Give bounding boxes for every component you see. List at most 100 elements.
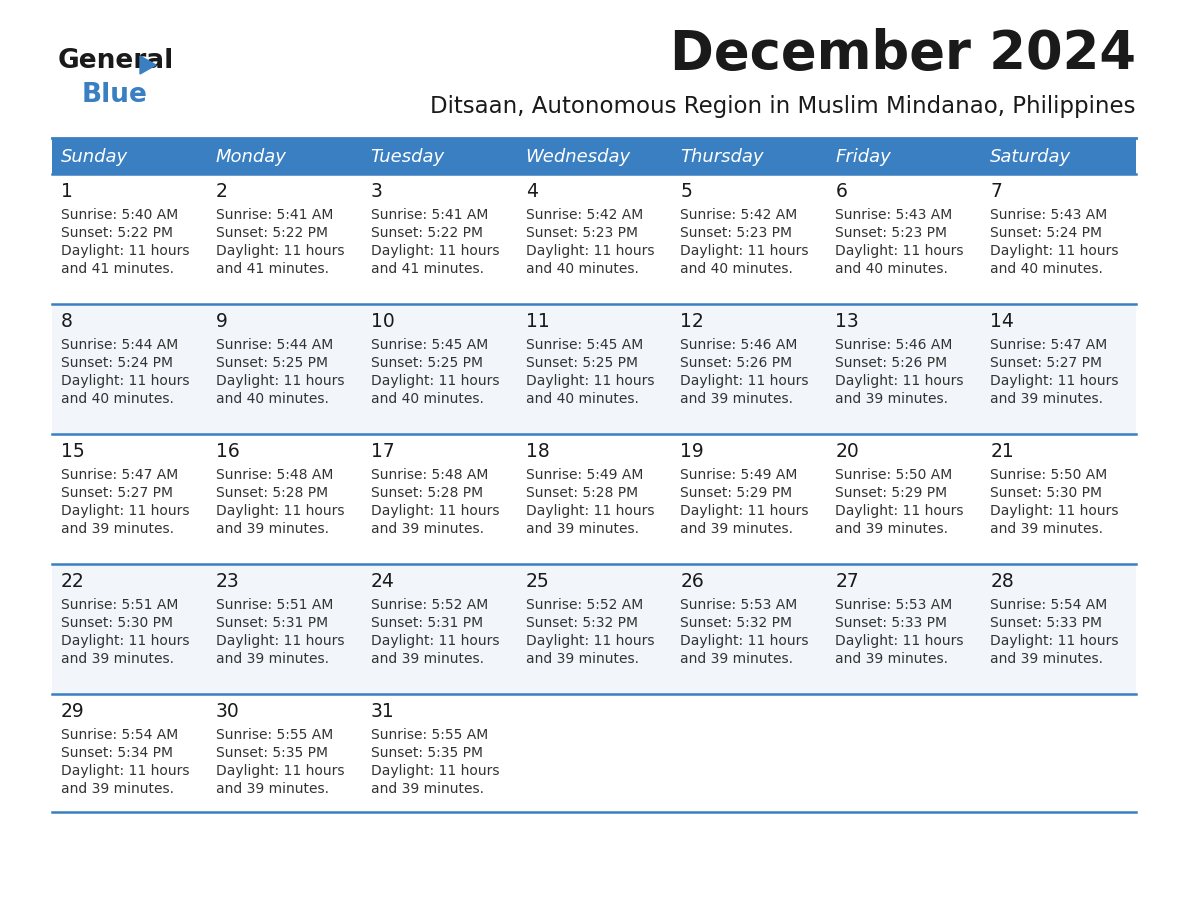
Text: Daylight: 11 hours: Daylight: 11 hours <box>216 764 345 778</box>
Text: Sunset: 5:30 PM: Sunset: 5:30 PM <box>61 616 173 630</box>
Text: 9: 9 <box>216 312 228 331</box>
Text: Daylight: 11 hours: Daylight: 11 hours <box>61 764 190 778</box>
Text: 8: 8 <box>61 312 72 331</box>
Text: Sunrise: 5:41 AM: Sunrise: 5:41 AM <box>371 208 488 222</box>
Bar <box>52 694 1136 812</box>
Text: and 40 minutes.: and 40 minutes. <box>525 392 638 406</box>
Text: and 39 minutes.: and 39 minutes. <box>371 652 484 666</box>
Text: and 39 minutes.: and 39 minutes. <box>681 522 794 536</box>
Text: Daylight: 11 hours: Daylight: 11 hours <box>525 374 655 388</box>
Text: Sunset: 5:28 PM: Sunset: 5:28 PM <box>371 486 482 500</box>
Text: and 39 minutes.: and 39 minutes. <box>525 652 639 666</box>
Text: Sunset: 5:25 PM: Sunset: 5:25 PM <box>371 356 482 370</box>
Text: 3: 3 <box>371 182 383 201</box>
Text: Sunrise: 5:42 AM: Sunrise: 5:42 AM <box>525 208 643 222</box>
Text: Sunrise: 5:54 AM: Sunrise: 5:54 AM <box>990 598 1107 612</box>
Text: Daylight: 11 hours: Daylight: 11 hours <box>371 244 499 258</box>
Text: and 39 minutes.: and 39 minutes. <box>216 782 329 796</box>
Text: 17: 17 <box>371 442 394 461</box>
Text: and 41 minutes.: and 41 minutes. <box>371 262 484 276</box>
Text: Sunset: 5:24 PM: Sunset: 5:24 PM <box>990 226 1102 240</box>
Text: and 39 minutes.: and 39 minutes. <box>61 782 173 796</box>
Text: 29: 29 <box>61 702 84 721</box>
Text: Daylight: 11 hours: Daylight: 11 hours <box>835 244 963 258</box>
Text: and 39 minutes.: and 39 minutes. <box>990 392 1104 406</box>
Text: and 39 minutes.: and 39 minutes. <box>835 522 948 536</box>
Text: Sunrise: 5:46 AM: Sunrise: 5:46 AM <box>681 338 798 352</box>
Text: Sunset: 5:30 PM: Sunset: 5:30 PM <box>990 486 1102 500</box>
Text: and 39 minutes.: and 39 minutes. <box>216 652 329 666</box>
Text: Daylight: 11 hours: Daylight: 11 hours <box>371 764 499 778</box>
Text: Sunset: 5:27 PM: Sunset: 5:27 PM <box>990 356 1102 370</box>
Text: 25: 25 <box>525 572 549 591</box>
Text: and 41 minutes.: and 41 minutes. <box>61 262 173 276</box>
Text: Sunset: 5:35 PM: Sunset: 5:35 PM <box>216 746 328 760</box>
Text: and 39 minutes.: and 39 minutes. <box>835 652 948 666</box>
Text: Daylight: 11 hours: Daylight: 11 hours <box>990 504 1119 518</box>
Text: Sunrise: 5:51 AM: Sunrise: 5:51 AM <box>61 598 178 612</box>
Text: Daylight: 11 hours: Daylight: 11 hours <box>681 504 809 518</box>
Text: Sunset: 5:25 PM: Sunset: 5:25 PM <box>525 356 638 370</box>
Text: 21: 21 <box>990 442 1013 461</box>
Text: Sunset: 5:25 PM: Sunset: 5:25 PM <box>216 356 328 370</box>
Text: Daylight: 11 hours: Daylight: 11 hours <box>216 504 345 518</box>
Text: Sunrise: 5:49 AM: Sunrise: 5:49 AM <box>525 468 643 482</box>
Text: Daylight: 11 hours: Daylight: 11 hours <box>216 374 345 388</box>
Text: Daylight: 11 hours: Daylight: 11 hours <box>681 374 809 388</box>
Text: 18: 18 <box>525 442 549 461</box>
Text: Blue: Blue <box>82 82 147 108</box>
Text: Sunset: 5:33 PM: Sunset: 5:33 PM <box>835 616 947 630</box>
Text: and 40 minutes.: and 40 minutes. <box>990 262 1102 276</box>
Text: 31: 31 <box>371 702 394 721</box>
Text: Daylight: 11 hours: Daylight: 11 hours <box>61 504 190 518</box>
Text: 27: 27 <box>835 572 859 591</box>
Text: Sunset: 5:26 PM: Sunset: 5:26 PM <box>835 356 947 370</box>
Text: and 39 minutes.: and 39 minutes. <box>371 782 484 796</box>
Text: Sunset: 5:29 PM: Sunset: 5:29 PM <box>681 486 792 500</box>
Text: Sunrise: 5:52 AM: Sunrise: 5:52 AM <box>371 598 488 612</box>
Text: and 40 minutes.: and 40 minutes. <box>61 392 173 406</box>
Text: 10: 10 <box>371 312 394 331</box>
Text: Saturday: Saturday <box>990 148 1072 166</box>
Bar <box>52 174 1136 304</box>
Text: 26: 26 <box>681 572 704 591</box>
Text: Sunrise: 5:47 AM: Sunrise: 5:47 AM <box>990 338 1107 352</box>
Polygon shape <box>140 56 156 74</box>
Bar <box>52 564 1136 694</box>
Text: Daylight: 11 hours: Daylight: 11 hours <box>525 634 655 648</box>
Text: Daylight: 11 hours: Daylight: 11 hours <box>681 244 809 258</box>
Text: Friday: Friday <box>835 148 891 166</box>
Text: Sunrise: 5:51 AM: Sunrise: 5:51 AM <box>216 598 333 612</box>
Text: Sunrise: 5:45 AM: Sunrise: 5:45 AM <box>525 338 643 352</box>
Text: Sunrise: 5:46 AM: Sunrise: 5:46 AM <box>835 338 953 352</box>
Text: Sunrise: 5:40 AM: Sunrise: 5:40 AM <box>61 208 178 222</box>
Bar <box>52 138 1136 174</box>
Text: Daylight: 11 hours: Daylight: 11 hours <box>681 634 809 648</box>
Text: and 40 minutes.: and 40 minutes. <box>525 262 638 276</box>
Text: Daylight: 11 hours: Daylight: 11 hours <box>371 374 499 388</box>
Text: Sunset: 5:22 PM: Sunset: 5:22 PM <box>61 226 173 240</box>
Text: Sunday: Sunday <box>61 148 128 166</box>
Text: Wednesday: Wednesday <box>525 148 631 166</box>
Text: Daylight: 11 hours: Daylight: 11 hours <box>990 634 1119 648</box>
Text: 30: 30 <box>216 702 240 721</box>
Text: Sunset: 5:31 PM: Sunset: 5:31 PM <box>216 616 328 630</box>
Text: Daylight: 11 hours: Daylight: 11 hours <box>990 374 1119 388</box>
Text: Sunset: 5:32 PM: Sunset: 5:32 PM <box>525 616 638 630</box>
Text: Sunset: 5:23 PM: Sunset: 5:23 PM <box>525 226 638 240</box>
Text: Sunrise: 5:43 AM: Sunrise: 5:43 AM <box>990 208 1107 222</box>
Text: 4: 4 <box>525 182 538 201</box>
Text: Tuesday: Tuesday <box>371 148 444 166</box>
Text: Sunrise: 5:44 AM: Sunrise: 5:44 AM <box>216 338 333 352</box>
Bar <box>52 434 1136 564</box>
Text: and 40 minutes.: and 40 minutes. <box>371 392 484 406</box>
Text: and 39 minutes.: and 39 minutes. <box>681 652 794 666</box>
Text: Monday: Monday <box>216 148 286 166</box>
Text: General: General <box>58 48 175 74</box>
Text: Sunrise: 5:55 AM: Sunrise: 5:55 AM <box>216 728 333 742</box>
Text: Sunset: 5:26 PM: Sunset: 5:26 PM <box>681 356 792 370</box>
Text: 14: 14 <box>990 312 1015 331</box>
Text: Sunset: 5:23 PM: Sunset: 5:23 PM <box>835 226 947 240</box>
Text: Sunrise: 5:50 AM: Sunrise: 5:50 AM <box>990 468 1107 482</box>
Text: Daylight: 11 hours: Daylight: 11 hours <box>61 634 190 648</box>
